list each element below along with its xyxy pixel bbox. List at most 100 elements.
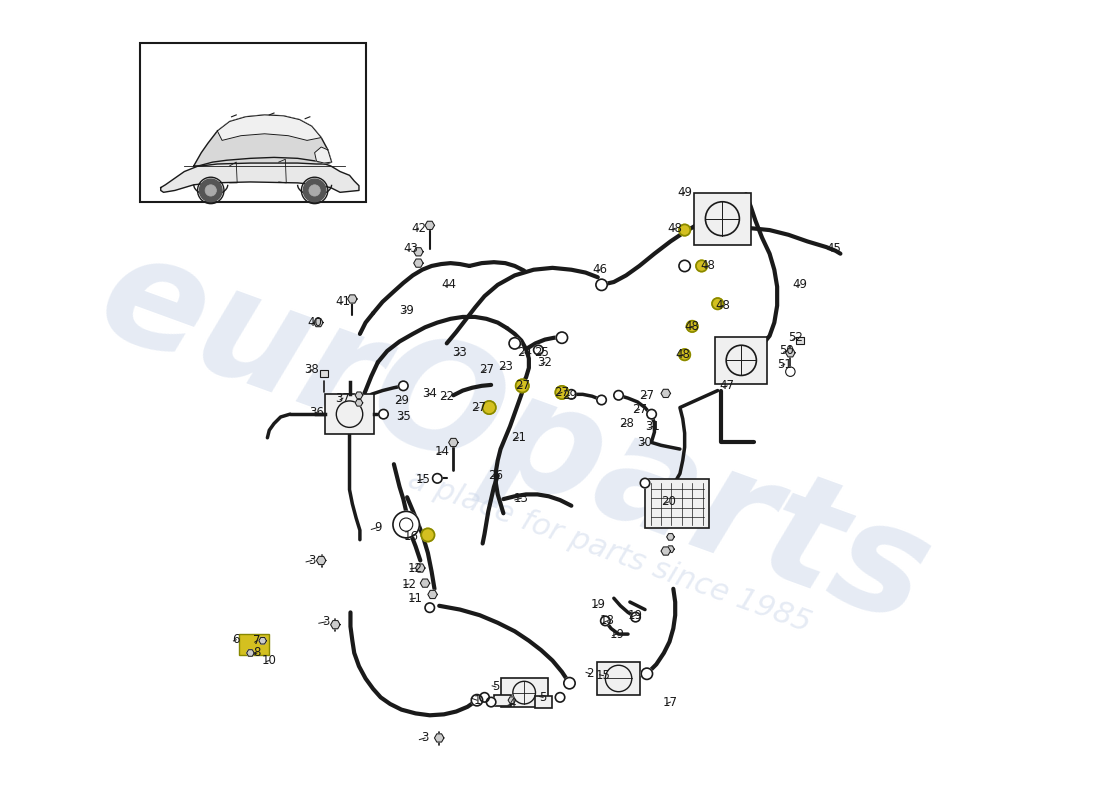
Text: 23: 23 bbox=[498, 361, 513, 374]
Polygon shape bbox=[258, 638, 266, 644]
Bar bbox=[597, 662, 640, 695]
Text: 48: 48 bbox=[701, 259, 716, 273]
Text: 18: 18 bbox=[600, 614, 615, 627]
Circle shape bbox=[378, 410, 388, 419]
Text: 47: 47 bbox=[719, 379, 735, 392]
Circle shape bbox=[679, 225, 691, 236]
Text: eurOparts: eurOparts bbox=[80, 219, 948, 657]
Text: 2: 2 bbox=[586, 667, 594, 680]
Polygon shape bbox=[667, 546, 674, 553]
Bar bbox=[320, 370, 328, 378]
Text: 49: 49 bbox=[792, 278, 807, 291]
Bar bbox=[535, 697, 551, 708]
Text: 10: 10 bbox=[262, 654, 277, 667]
Circle shape bbox=[205, 185, 217, 196]
Polygon shape bbox=[194, 115, 331, 166]
Text: 12: 12 bbox=[408, 562, 424, 574]
Text: 48: 48 bbox=[675, 348, 690, 361]
Text: a place for parts since 1985: a place for parts since 1985 bbox=[404, 465, 815, 638]
Text: 48: 48 bbox=[685, 320, 700, 333]
Text: 29: 29 bbox=[562, 389, 578, 402]
Text: 22: 22 bbox=[439, 390, 454, 402]
Text: 27: 27 bbox=[554, 386, 570, 399]
Text: 51: 51 bbox=[778, 358, 792, 370]
Text: 44: 44 bbox=[441, 278, 456, 291]
Text: 48: 48 bbox=[715, 299, 729, 312]
Text: 11: 11 bbox=[408, 592, 424, 605]
Text: 39: 39 bbox=[398, 304, 414, 317]
Polygon shape bbox=[434, 734, 444, 742]
Circle shape bbox=[630, 612, 640, 622]
Text: 21: 21 bbox=[512, 431, 526, 444]
Polygon shape bbox=[161, 158, 359, 192]
Text: 5: 5 bbox=[492, 681, 499, 694]
Circle shape bbox=[509, 338, 520, 349]
Text: 20: 20 bbox=[661, 495, 676, 509]
Polygon shape bbox=[348, 295, 358, 303]
Circle shape bbox=[534, 346, 543, 354]
Text: 43: 43 bbox=[404, 242, 418, 255]
Circle shape bbox=[601, 616, 610, 626]
Circle shape bbox=[614, 390, 624, 400]
Text: 28: 28 bbox=[618, 417, 634, 430]
Text: 12: 12 bbox=[402, 578, 417, 590]
Text: 19: 19 bbox=[628, 609, 643, 622]
Text: 5: 5 bbox=[539, 691, 547, 704]
Text: 29: 29 bbox=[394, 394, 409, 406]
Circle shape bbox=[557, 332, 568, 343]
Circle shape bbox=[421, 528, 434, 542]
Text: 52: 52 bbox=[789, 331, 803, 344]
Text: 8: 8 bbox=[253, 646, 261, 659]
Text: 1: 1 bbox=[473, 694, 481, 706]
Text: 25: 25 bbox=[534, 346, 549, 359]
Circle shape bbox=[398, 381, 408, 390]
Circle shape bbox=[566, 390, 576, 399]
Text: 37: 37 bbox=[336, 392, 351, 405]
Polygon shape bbox=[416, 564, 425, 572]
Text: 9: 9 bbox=[374, 521, 382, 534]
Polygon shape bbox=[425, 222, 435, 230]
Polygon shape bbox=[785, 349, 795, 357]
Text: 41: 41 bbox=[336, 295, 351, 308]
Polygon shape bbox=[315, 147, 331, 163]
Text: 19: 19 bbox=[609, 628, 624, 641]
Text: 27: 27 bbox=[639, 389, 654, 402]
Text: 32: 32 bbox=[538, 356, 552, 369]
Text: 30: 30 bbox=[638, 436, 652, 449]
Text: 50: 50 bbox=[779, 345, 794, 358]
Text: 4: 4 bbox=[508, 698, 516, 710]
Text: 31: 31 bbox=[645, 420, 660, 433]
Circle shape bbox=[516, 379, 529, 393]
Bar bbox=[645, 479, 710, 528]
Polygon shape bbox=[317, 556, 326, 565]
Circle shape bbox=[785, 367, 795, 377]
Circle shape bbox=[640, 478, 650, 488]
Polygon shape bbox=[331, 621, 340, 629]
Polygon shape bbox=[246, 650, 254, 656]
Bar bbox=[140, 43, 365, 202]
Circle shape bbox=[393, 511, 419, 538]
Circle shape bbox=[679, 349, 691, 360]
Text: 3: 3 bbox=[322, 615, 330, 628]
Text: 42: 42 bbox=[411, 222, 426, 234]
Circle shape bbox=[647, 410, 657, 419]
Circle shape bbox=[432, 474, 442, 483]
Circle shape bbox=[483, 401, 496, 414]
Text: 27: 27 bbox=[471, 401, 486, 414]
Bar bbox=[500, 678, 548, 706]
Text: 15: 15 bbox=[416, 473, 430, 486]
Text: 15: 15 bbox=[596, 669, 611, 682]
Polygon shape bbox=[667, 534, 674, 540]
Polygon shape bbox=[428, 590, 438, 598]
Circle shape bbox=[471, 694, 483, 706]
Text: 24: 24 bbox=[517, 346, 531, 359]
Bar bbox=[715, 337, 767, 384]
Circle shape bbox=[556, 386, 569, 399]
Bar bbox=[324, 394, 374, 434]
Circle shape bbox=[199, 179, 222, 202]
Polygon shape bbox=[355, 399, 363, 406]
Text: 3: 3 bbox=[421, 731, 429, 745]
Circle shape bbox=[564, 678, 575, 689]
Text: 48: 48 bbox=[668, 222, 683, 234]
Bar bbox=[694, 193, 750, 245]
